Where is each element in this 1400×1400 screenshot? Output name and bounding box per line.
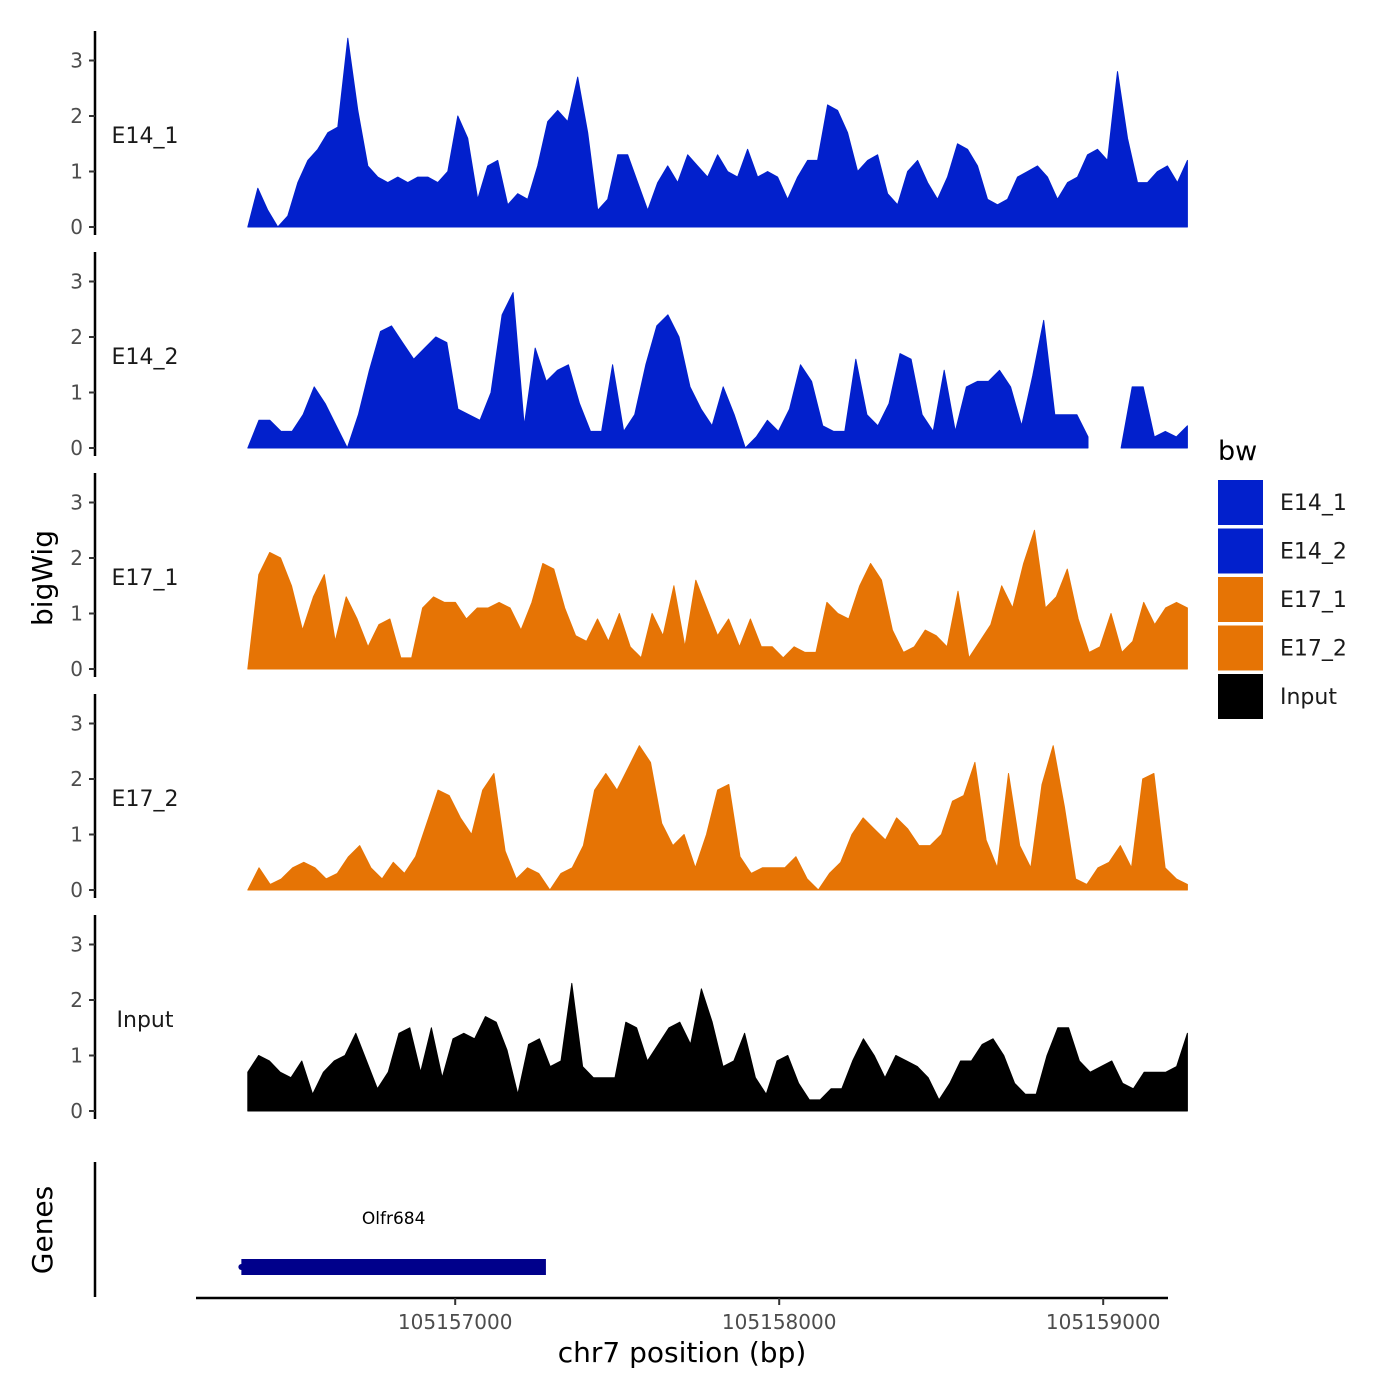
legend-label-e14-1: E14_1 xyxy=(1280,491,1347,516)
y-tick-label-e14-2-1: 1 xyxy=(70,381,83,405)
y-tick-label-e17-1-3: 3 xyxy=(70,491,83,515)
genes-panel: Olfr684 xyxy=(93,1162,546,1297)
y-axis-title: bigWig xyxy=(26,530,59,626)
gene-start-olfr684 xyxy=(238,1264,245,1270)
track-input: 0 1 2 3 Input xyxy=(70,915,1188,1123)
track-e14-2: 0 1 2 3 E14_2 xyxy=(70,252,1188,460)
y-tick-label-input-2: 2 xyxy=(70,988,83,1012)
track-label-input: Input xyxy=(117,1008,174,1033)
track-panels: 0 1 2 3 E14_1 0 1 2 3 E14_2 0 1 2 3 E17_1 0 1 2 3 E17_2 0 1 2 3… xyxy=(70,31,1188,1123)
area-e14-1-segment-0 xyxy=(247,37,1188,228)
x-axis: 105157000 105158000 105159000 xyxy=(196,1296,1168,1334)
legend: bw E14_1 E14_2 E17_1 E17_2 Input xyxy=(1218,436,1347,719)
x-tick-label-105158000: 105158000 xyxy=(722,1310,837,1334)
area-e14-2-segment-0 xyxy=(247,292,1089,449)
y-tick-label-e17-1-0: 0 xyxy=(70,657,83,681)
y-tick-label-e14-2-0: 0 xyxy=(70,436,83,460)
y-tick-label-e14-1-2: 2 xyxy=(70,104,83,128)
area-e17-2-segment-0 xyxy=(247,745,1188,891)
legend-swatch-e17-2 xyxy=(1218,625,1263,671)
legend-label-e14-2: E14_2 xyxy=(1280,540,1347,565)
y-tick-label-e14-2-3: 3 xyxy=(70,270,83,294)
track-label-e17-2: E17_2 xyxy=(112,787,179,812)
y-tick-label-e17-2-2: 2 xyxy=(70,767,83,791)
y-tick-label-input-0: 0 xyxy=(70,1099,83,1123)
legend-label-input: Input xyxy=(1280,685,1337,710)
x-axis-title: chr7 position (bp) xyxy=(558,1336,807,1369)
area-e17-1-segment-0 xyxy=(247,529,1188,670)
y-tick-label-input-1: 1 xyxy=(70,1044,83,1068)
area-input-segment-0 xyxy=(247,982,1188,1112)
legend-title: bw xyxy=(1218,436,1257,467)
track-label-e17-1: E17_1 xyxy=(112,566,179,591)
y-tick-label-e17-2-0: 0 xyxy=(70,878,83,902)
legend-label-e17-2: E17_2 xyxy=(1280,637,1347,662)
legend-swatch-e17-1 xyxy=(1218,577,1263,622)
y-tick-label-e17-1-2: 2 xyxy=(70,546,83,570)
legend-swatch-e14-1 xyxy=(1218,480,1263,525)
track-label-e14-1: E14_1 xyxy=(112,124,179,149)
track-e17-2: 0 1 2 3 E17_2 xyxy=(70,694,1188,902)
y-tick-label-e14-1-1: 1 xyxy=(70,160,83,184)
genes-axis-title: Genes xyxy=(26,1186,59,1274)
x-tick-label-105157000: 105157000 xyxy=(398,1310,513,1334)
y-tick-label-e14-1-0: 0 xyxy=(70,215,83,239)
track-e17-1: 0 1 2 3 E17_1 xyxy=(70,473,1188,681)
y-tick-label-e17-1-1: 1 xyxy=(70,602,83,626)
gene-label-olfr684: Olfr684 xyxy=(362,1209,426,1229)
y-tick-label-e14-2-2: 2 xyxy=(70,325,83,349)
gene-olfr684 xyxy=(241,1259,546,1275)
y-tick-label-e14-1-3: 3 xyxy=(70,49,83,73)
y-tick-label-e17-2-1: 1 xyxy=(70,823,83,847)
legend-swatch-input xyxy=(1218,674,1263,719)
area-e14-2-segment-1 xyxy=(1120,386,1188,449)
y-tick-label-e17-2-3: 3 xyxy=(70,712,83,736)
legend-swatch-e14-2 xyxy=(1218,528,1263,574)
legend-label-e17-1: E17_1 xyxy=(1280,588,1347,613)
track-label-e14-2: E14_2 xyxy=(112,345,179,370)
x-tick-label-105159000: 105159000 xyxy=(1046,1310,1161,1334)
track-e14-1: 0 1 2 3 E14_1 xyxy=(70,31,1188,239)
y-tick-label-input-3: 3 xyxy=(70,933,83,957)
